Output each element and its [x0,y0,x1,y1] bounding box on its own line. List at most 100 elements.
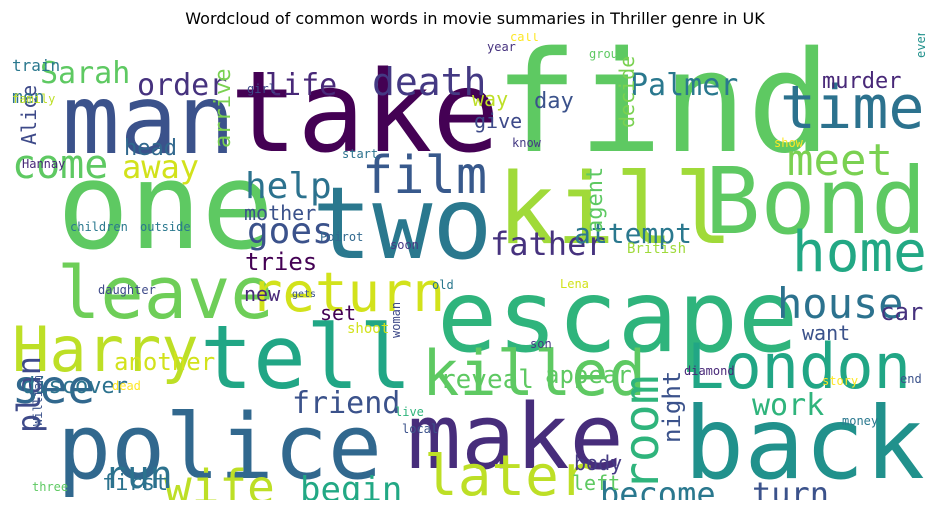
word-outside: outside [140,220,191,234]
word-turn: turn [752,475,829,500]
word-shoot: shoot [347,321,389,337]
word-kill: kill [497,153,733,267]
word-son: son [530,337,552,351]
word-plan: plan [12,356,48,433]
word-murder: murder [822,69,901,94]
word-old: old [432,278,454,292]
word-gets: gets [292,289,316,300]
word-train: train [12,56,60,75]
word-work: work [752,388,824,423]
word-know: know [512,136,542,150]
word-year: year [487,40,516,54]
word-sarah: Sarah [40,56,130,91]
word-decide: decide [615,56,639,128]
word-lena: Lena [560,277,589,291]
word-night: night [658,371,686,443]
word-dead: dead [112,379,141,393]
word-end: end [900,372,922,386]
word-room: room [614,375,670,491]
word-father: father [490,225,606,263]
word-palmer: Palmer [630,68,738,103]
word-head: head [124,136,177,161]
word-mother: mother [244,201,316,225]
word-girl: girl [247,82,276,96]
word-come: come [12,142,108,188]
word-goes: goes [247,211,334,252]
word-reveal: reveal [440,365,534,395]
word-local: local [402,422,438,436]
word-make: make [407,385,624,490]
word-group: group [589,47,625,61]
word-tell: tell [200,306,412,409]
word-killed: killed [422,337,646,410]
word-take: take [230,48,500,178]
word-set: set [320,301,356,325]
word-tries: tries [245,248,317,276]
word-help: help [245,166,332,207]
word-find: find [494,33,831,185]
word-friend: friend [292,386,400,421]
word-escape: escape [437,258,798,375]
word-daughter: daughter [98,283,156,297]
word-one: one [57,138,274,277]
word-eventually: eventually [914,33,928,58]
word-car: car [880,298,923,326]
word-story: story [822,374,858,388]
word-meet: meet [787,135,893,186]
word-become: become [600,475,716,500]
word-police: police [57,395,382,500]
word-later: later [424,444,593,500]
word-discover: discover [22,374,128,399]
word-show: show [774,136,804,150]
word-begin: begin [300,470,402,500]
word-men: men [12,87,45,108]
word-woman: woman [389,302,403,338]
word-arrive: arrive [211,69,236,148]
word-home: home [792,220,927,285]
word-poirot: Poirot [320,230,363,244]
word-away: away [122,148,199,186]
word-give: give [474,109,522,133]
word-children: children [70,220,128,234]
word-man: man [62,64,235,176]
word-leave: leave [57,251,274,335]
word-william: William [31,375,45,426]
word-day: day [534,89,574,114]
word-attempt: attempt [574,217,692,250]
word-family: family [12,92,55,106]
word-death: death [372,60,486,104]
word-wife: wife [164,460,275,500]
word-want: want [802,321,850,345]
word-harry: Harry [12,313,199,386]
word-another: another [114,348,215,376]
word-first: first [102,471,168,496]
chart-title: Wordcloud of common words in movie summa… [185,9,765,28]
word-see: see [12,360,95,414]
word-run: run [104,453,173,497]
word-house: house [777,279,903,328]
word-body: body [574,451,622,475]
word-way: way [472,87,508,111]
word-call: call [510,33,539,44]
word-time: time [780,73,925,143]
word-return: return [250,261,445,324]
word-money: money [842,414,878,428]
word-back: back [684,385,925,500]
word-live: live [395,405,424,419]
word-soon: soon [390,238,419,252]
word-british: British [627,241,686,257]
word-london: London [687,330,911,403]
word-life: life [265,68,337,103]
word-two: two [312,165,493,282]
word-agent: agent [583,167,608,233]
word-start: start [342,147,378,161]
word-new: new [244,282,281,306]
word-hannay: Hannay [22,157,65,171]
word-three: three [32,480,68,494]
word-order: order [137,68,227,103]
word-left: left [572,471,620,495]
word-alice: Alice [17,85,41,145]
word-film: film [362,146,487,206]
word-appear: appear [545,361,632,389]
